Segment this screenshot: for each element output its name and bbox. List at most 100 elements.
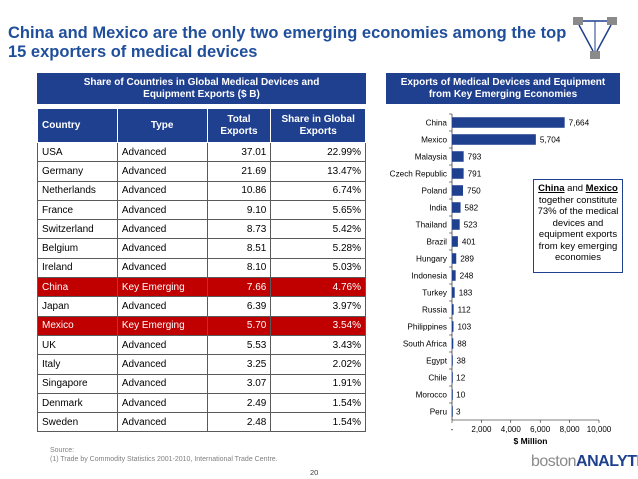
bar-value-label: 791 [468, 170, 482, 179]
cell-total-exports: 8.73 [206, 219, 272, 240]
cell-total-exports: 8.51 [206, 238, 272, 259]
bar [452, 117, 565, 128]
cell-total-exports: 2.48 [206, 412, 272, 433]
cell-country: Japan [37, 296, 118, 317]
category-label: Malaysia [415, 153, 448, 162]
table-row: Mexico Key Emerging 5.70 3.54% [37, 315, 366, 336]
network-triangle-logo [573, 17, 617, 59]
cell-total-exports: 10.86 [206, 180, 272, 201]
cell-share: 22.99% [270, 141, 366, 163]
cell-type: Advanced [116, 392, 208, 414]
bar [452, 168, 464, 179]
cell-total-exports: 7.66 [206, 277, 272, 298]
table-panel-header: Share of Countries in Global Medical Dev… [37, 73, 366, 104]
bar-value-label: 12 [456, 374, 466, 383]
callout-china: China [538, 183, 565, 194]
bar [452, 372, 453, 383]
category-label: Chile [428, 374, 447, 383]
x-tick-label: 6,000 [530, 425, 551, 434]
category-label: Hungary [416, 255, 448, 264]
cell-total-exports: 21.69 [206, 161, 272, 182]
column-header-country: Country [37, 108, 118, 143]
x-tick-label: 8,000 [560, 425, 581, 434]
cell-type: Advanced [116, 180, 208, 201]
table-header-row: Country Type Total Exports Share in Glob… [37, 108, 366, 143]
bar [452, 236, 458, 247]
cell-share: 5.28% [270, 238, 366, 259]
bar [452, 219, 460, 230]
x-tick-label: 2,000 [471, 425, 492, 434]
cell-share: 3.54% [270, 315, 366, 336]
source-reference: (1) Trade by Commodity Statistics 2001-2… [50, 456, 278, 463]
cell-type: Key Emerging [116, 277, 208, 298]
category-label: India [429, 204, 447, 213]
cell-type: Advanced [116, 141, 208, 163]
table-row: France Advanced 9.10 5.65% [37, 199, 366, 221]
bar [452, 287, 455, 298]
bar [452, 270, 456, 281]
table-row: Ireland Advanced 8.10 5.03% [37, 257, 366, 279]
bar-value-label: 112 [458, 306, 471, 315]
cell-country: Belgium [37, 238, 118, 259]
page-number: 20 [310, 468, 319, 477]
bar [452, 338, 454, 349]
bar [452, 185, 464, 196]
cell-country: Singapore [37, 373, 118, 394]
bar [452, 202, 461, 213]
bar-value-label: 7,664 [569, 119, 590, 128]
bar-value-label: 401 [462, 238, 476, 247]
cell-share: 3.43% [270, 334, 366, 356]
cell-country: UK [37, 334, 118, 356]
cell-total-exports: 9.10 [206, 199, 272, 221]
category-label: Philippines [407, 323, 447, 332]
column-header-type: Type [116, 108, 208, 143]
category-label: Egypt [426, 357, 448, 366]
category-label: South Africa [403, 340, 448, 349]
brand-logo: bostonANALYTICS [531, 453, 638, 471]
category-label: Morocco [416, 391, 448, 400]
cell-total-exports: 6.39 [206, 296, 272, 317]
brand-prefix: boston [531, 453, 577, 470]
category-label: Czech Republic [390, 170, 447, 179]
slide-title: China and Mexico are the only two emergi… [8, 24, 567, 61]
cell-type: Advanced [116, 373, 208, 394]
bar [452, 134, 536, 145]
cell-total-exports: 3.25 [206, 354, 272, 375]
table-body: USA Advanced 37.01 22.99% Germany Advanced 21.… [37, 141, 366, 433]
bar-value-label: 88 [457, 340, 467, 349]
cell-share: 5.65% [270, 199, 366, 221]
cell-type: Advanced [116, 199, 208, 221]
callout-mexico: Mexico [585, 183, 618, 194]
bar-value-label: 183 [459, 289, 473, 298]
cell-share: 13.47% [270, 161, 366, 182]
table-row: Singapore Advanced 3.07 1.91% [37, 373, 366, 394]
bar [452, 389, 453, 400]
cell-country: USA [37, 141, 118, 163]
table-row: USA Advanced 37.01 22.99% [37, 141, 366, 163]
cell-share: 6.74% [270, 180, 366, 201]
bar-value-label: 3 [456, 408, 461, 417]
cell-share: 5.03% [270, 257, 366, 279]
cell-share: 5.42% [270, 219, 366, 240]
cell-country: Denmark [37, 392, 118, 414]
cell-type: Advanced [116, 257, 208, 279]
cell-type: Advanced [116, 354, 208, 375]
cell-share: 4.76% [270, 277, 366, 298]
bar [452, 151, 464, 162]
cell-share: 1.91% [270, 373, 366, 394]
table-row: Netherlands Advanced 10.86 6.74% [37, 180, 366, 201]
category-label: Mexico [421, 136, 447, 145]
column-header-share: Share in Global Exports [270, 108, 366, 143]
bar-value-label: 793 [468, 153, 482, 162]
bar-value-label: 248 [460, 272, 474, 281]
cell-type: Advanced [116, 219, 208, 240]
bar-value-label: 582 [465, 204, 479, 213]
bar [452, 304, 454, 315]
table-row: Switzerland Advanced 8.73 5.42% [37, 219, 366, 240]
category-label: Poland [422, 187, 448, 196]
cell-country: Netherlands [37, 180, 118, 201]
bar-value-label: 38 [457, 357, 467, 366]
cell-total-exports: 37.01 [206, 141, 272, 163]
cell-country: Switzerland [37, 219, 118, 240]
callout-text: together constitute 73% of the medical d… [537, 194, 619, 264]
